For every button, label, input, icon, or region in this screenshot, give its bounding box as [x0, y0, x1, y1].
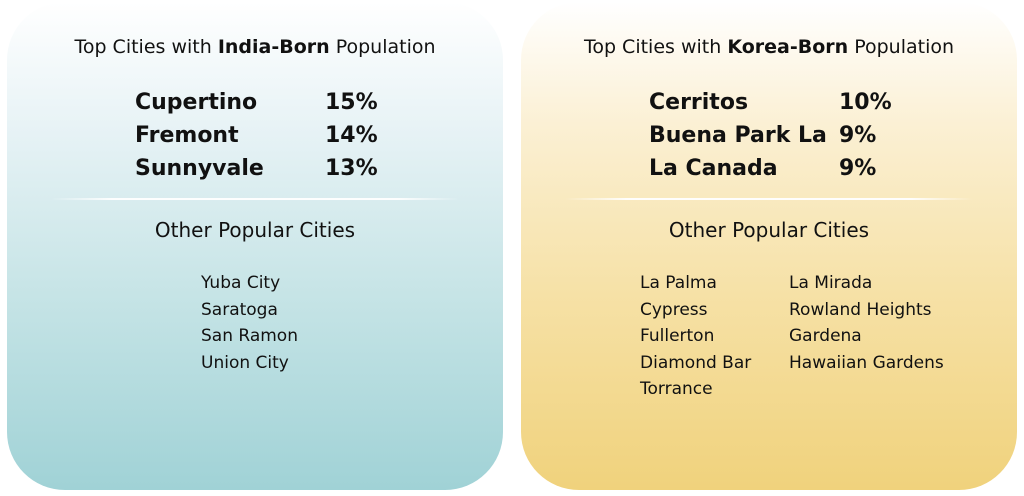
top-city-row: Sunnyvale 13% [7, 156, 503, 189]
korea-other-cities-list-col1: La Palma Cypress Fullerton Diamond Bar T… [640, 270, 751, 403]
top-city-name: La Canada [649, 156, 778, 181]
section-divider [565, 198, 973, 200]
korea-heading-suffix: Population [848, 36, 955, 58]
other-city-item: Union City [201, 352, 289, 373]
korea-top-cities-list: Cerritos 10% Buena Park La 9% La Canada … [521, 90, 1017, 189]
india-other-cities-heading: Other Popular Cities [154, 218, 356, 242]
india-heading-prefix: Top Cities with [74, 36, 218, 58]
korea-born-card: Top Cities with Korea-Born Population Ce… [521, 2, 1017, 490]
other-city-item: Torrance [640, 379, 713, 399]
india-heading-suffix: Population [329, 36, 436, 58]
section-divider [51, 198, 459, 200]
other-city-item: Rowland Heights [789, 299, 932, 320]
other-city-item: Diamond Bar [640, 352, 752, 373]
other-city-item: Yuba City [201, 273, 281, 293]
other-city-item: Gardena [789, 326, 862, 346]
top-city-percent: 9% [839, 156, 877, 181]
top-city-name: Cerritos [649, 90, 749, 115]
india-card-heading: Top Cities with India-Born Population [7, 36, 503, 58]
top-city-percent: 14% [325, 123, 378, 148]
top-city-name: Fremont [135, 123, 239, 148]
top-city-name: Buena Park La [649, 123, 827, 148]
top-city-row: Cupertino 15% [7, 90, 503, 123]
india-born-card: Top Cities with India-Born Population Cu… [7, 2, 503, 490]
other-city-item: La Palma [640, 273, 717, 293]
top-city-percent: 9% [839, 123, 877, 148]
korea-other-cities-heading: Other Popular Cities [668, 218, 870, 242]
korea-heading-prefix: Top Cities with [583, 36, 728, 58]
other-city-item: Saratoga [201, 299, 278, 320]
india-heading-bold: India-Born [217, 36, 330, 58]
top-city-percent: 13% [325, 156, 378, 181]
other-city-item: Fullerton [640, 326, 715, 346]
india-top-cities-list: Cupertino 15% Fremont 14% Sunnyvale 13% [7, 90, 503, 189]
korea-heading-bold: Korea-Born [727, 36, 849, 58]
other-city-item: Cypress [640, 299, 708, 320]
india-other-cities-list: Yuba City Saratoga San Ramon Union City [201, 270, 298, 376]
top-city-row: Fremont 14% [7, 123, 503, 156]
other-city-item: La Mirada [789, 273, 873, 293]
top-city-name: Sunnyvale [135, 156, 264, 181]
top-city-row: Buena Park La 9% [521, 123, 1017, 156]
top-city-name: Cupertino [135, 90, 258, 115]
other-city-item: Hawaiian Gardens [789, 352, 944, 373]
top-city-row: La Canada 9% [521, 156, 1017, 189]
korea-card-heading: Top Cities with Korea-Born Population [521, 36, 1017, 58]
korea-other-cities-list-col2: La Mirada Rowland Heights Gardena Hawaii… [789, 270, 944, 376]
top-city-percent: 15% [325, 90, 378, 115]
top-city-row: Cerritos 10% [521, 90, 1017, 123]
other-city-item: San Ramon [201, 326, 298, 346]
top-city-percent: 10% [839, 90, 892, 115]
